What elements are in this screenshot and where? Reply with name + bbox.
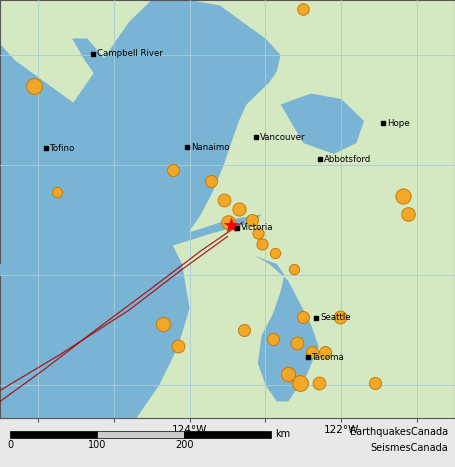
Point <box>228 221 235 229</box>
Point <box>291 266 298 273</box>
Polygon shape <box>61 0 281 242</box>
Text: 100: 100 <box>88 440 106 450</box>
Point <box>269 335 277 342</box>
Text: Victoria: Victoria <box>241 223 273 232</box>
Point <box>220 197 228 204</box>
Point <box>296 379 303 387</box>
Text: Vancouver: Vancouver <box>260 133 306 142</box>
Point <box>207 178 214 185</box>
Point <box>300 313 307 320</box>
Bar <box>97 431 184 438</box>
Point <box>53 189 61 196</box>
Point <box>336 313 344 320</box>
Text: EarthquakesCanada: EarthquakesCanada <box>350 427 448 437</box>
Point <box>175 343 182 350</box>
Point <box>404 211 412 218</box>
Point <box>169 167 177 174</box>
Point <box>159 321 167 328</box>
Text: Tacoma: Tacoma <box>312 353 344 362</box>
Text: Seattle: Seattle <box>320 313 351 322</box>
Point <box>235 205 243 213</box>
Polygon shape <box>72 38 183 196</box>
Bar <box>10 431 97 438</box>
Text: Hope: Hope <box>387 119 410 127</box>
Point <box>309 348 316 356</box>
Polygon shape <box>254 255 318 402</box>
Point <box>372 379 379 387</box>
Bar <box>184 431 271 438</box>
Point <box>224 219 231 226</box>
Polygon shape <box>0 214 262 275</box>
Polygon shape <box>281 93 364 154</box>
Text: SeismesCanada: SeismesCanada <box>370 443 448 453</box>
Point <box>400 192 407 199</box>
Polygon shape <box>0 44 190 418</box>
Point <box>241 326 248 334</box>
Text: 200: 200 <box>175 440 193 450</box>
Point <box>258 241 265 248</box>
Point <box>30 82 38 90</box>
Point <box>254 229 262 237</box>
Point <box>271 249 278 257</box>
Point <box>315 379 322 387</box>
Text: 0: 0 <box>7 440 13 450</box>
Point <box>248 216 255 224</box>
Text: Abbotsford: Abbotsford <box>324 155 371 164</box>
Point <box>300 5 307 13</box>
Text: Nanaimo: Nanaimo <box>191 143 230 152</box>
Point <box>293 340 301 347</box>
Point <box>321 348 328 356</box>
Text: km: km <box>275 429 290 439</box>
Text: Campbell River: Campbell River <box>97 50 163 58</box>
Point <box>284 370 292 378</box>
Text: Tofino: Tofino <box>50 144 75 153</box>
